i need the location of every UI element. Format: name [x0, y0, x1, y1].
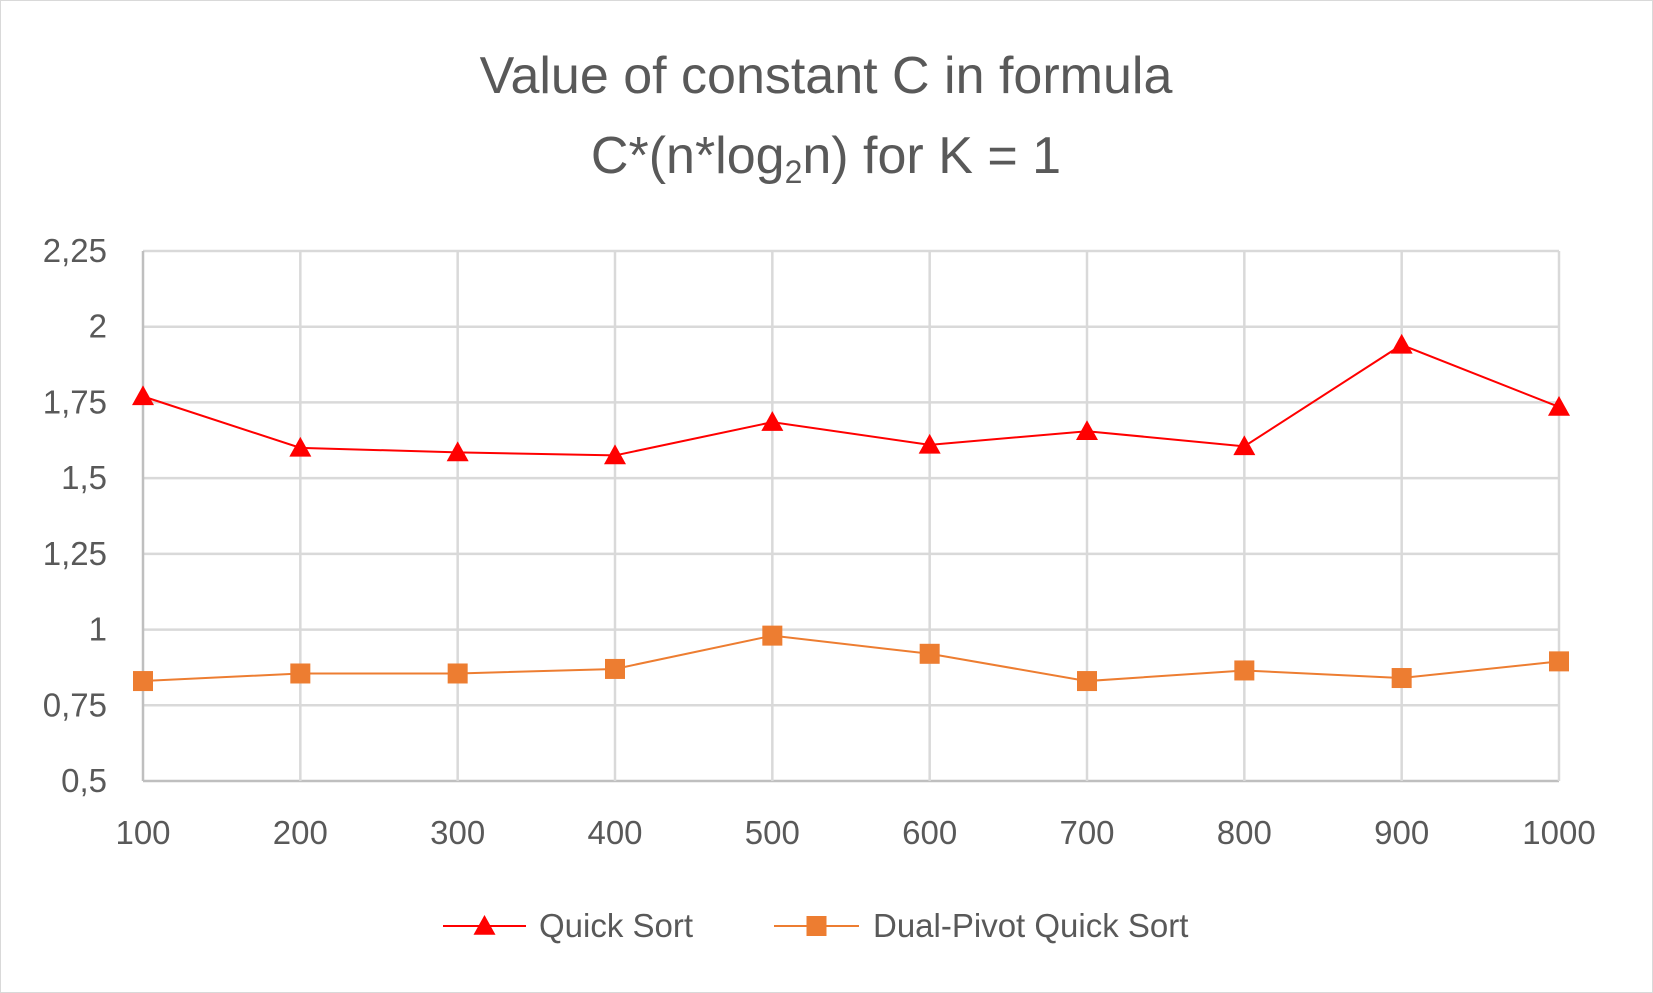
data-point-marker: [1233, 435, 1256, 456]
x-tick-label: 900: [1374, 814, 1429, 851]
x-tick-label: 600: [902, 814, 957, 851]
data-point-marker: [1076, 420, 1098, 440]
data-point-marker: [132, 385, 154, 406]
y-tick-label: 0,5: [61, 762, 107, 799]
series-quick-sort: [132, 333, 1570, 465]
y-axis-labels: 0,5 0,75 1 1,25 1,5 1,75 2 2,25: [43, 232, 107, 799]
x-tick-label: 1000: [1522, 814, 1595, 851]
x-tick-label: 700: [1059, 814, 1114, 851]
legend: Quick Sort Dual-Pivot Quick Sort: [443, 907, 1188, 944]
legend-label: Dual-Pivot Quick Sort: [873, 907, 1188, 944]
y-tick-label: 2,25: [43, 232, 107, 269]
chart-title-formula: C*(n*log2n) for K = 1: [591, 127, 1061, 190]
data-point-marker: [447, 663, 468, 684]
title-formula-suffix: n) for K = 1: [802, 127, 1061, 185]
data-point-marker: [919, 643, 940, 664]
x-tick-label: 400: [587, 814, 642, 851]
data-point-marker: [605, 658, 625, 679]
y-tick-label: 1: [89, 611, 107, 648]
data-point-marker: [446, 441, 469, 462]
data-point-marker: [1390, 333, 1413, 354]
data-point-marker: [918, 433, 941, 454]
series-dual-pivot-quick-sort: [133, 625, 1569, 692]
data-point-marker: [290, 663, 311, 684]
data-point-marker: [1234, 660, 1255, 681]
chart-title: Value of constant C in formula: [480, 47, 1173, 105]
title-formula-prefix: C*(n*log: [591, 127, 785, 185]
legend-item: Quick Sort: [443, 907, 693, 944]
x-axis-labels: 100 200 300 400 500 600 700 800 900 1000: [115, 814, 1595, 851]
gridlines: [141, 249, 1561, 783]
y-tick-label: 2: [89, 308, 107, 345]
series-layer: [132, 333, 1570, 692]
x-tick-label: 300: [430, 814, 485, 851]
legend-label: Quick Sort: [539, 907, 693, 944]
data-point-marker: [289, 436, 312, 457]
legend-marker-swatch: [473, 915, 496, 935]
data-point-marker: [762, 625, 783, 646]
legend-marker-swatch: [806, 916, 827, 936]
x-tick-label: 800: [1217, 814, 1272, 851]
y-tick-label: 1,75: [43, 383, 107, 420]
y-tick-label: 1,25: [43, 535, 107, 572]
y-tick-label: 0,75: [43, 686, 107, 723]
data-point-marker: [604, 444, 626, 465]
series-line: [142, 634, 1560, 683]
x-tick-label: 200: [273, 814, 328, 851]
legend-item: Dual-Pivot Quick Sort: [774, 907, 1188, 944]
data-point-marker: [1548, 395, 1570, 416]
x-tick-label: 500: [745, 814, 800, 851]
x-tick-label: 100: [115, 814, 170, 851]
data-point-marker: [1077, 671, 1097, 692]
y-tick-label: 1,5: [61, 459, 107, 496]
series-line: [142, 343, 1560, 457]
data-point-marker: [761, 411, 784, 431]
data-point-marker: [1391, 668, 1412, 689]
title-formula-subscript: 2: [785, 154, 803, 190]
data-point-marker: [1549, 651, 1569, 672]
data-point-marker: [133, 671, 153, 692]
